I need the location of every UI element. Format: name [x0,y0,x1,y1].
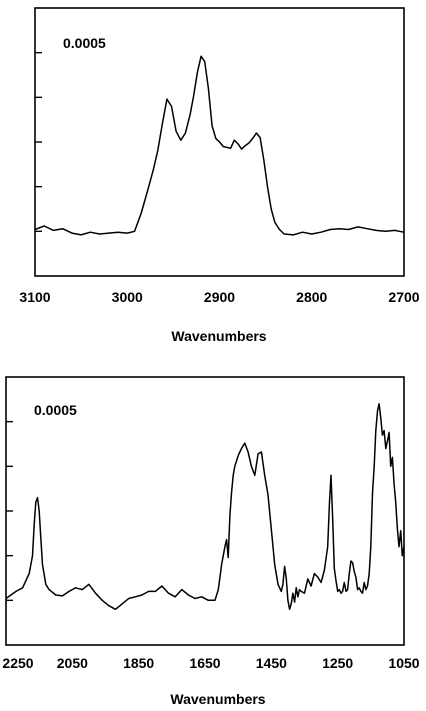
spectrum-line [34,55,405,236]
x-tick-label: 2250 [2,655,33,671]
x-tick-label: 3100 [19,289,50,305]
y-ticks [35,51,42,233]
spectrum-line [5,403,405,611]
x-tick-label: 2800 [296,289,327,305]
x-tick-label: 3000 [112,289,143,305]
y-ticks [6,420,13,602]
x-tick-label: 1650 [189,655,220,671]
scale-annotation: 0.0005 [63,35,106,51]
x-tick-label: 1450 [256,655,287,671]
chart-top: 0.0005 Wavenumbers 3100 3000 2900 2800 2700 [19,7,420,344]
scale-annotation: 0.0005 [34,402,77,418]
x-tick-labels: 3100 3000 2900 2800 2700 [19,289,419,305]
x-axis-title: Wavenumbers [170,691,265,707]
x-tick-label: 1050 [388,655,419,671]
x-tick-label: 1250 [322,655,353,671]
x-tick-label: 2700 [388,289,419,305]
x-tick-labels: 2250 2050 1850 1650 1450 1250 1050 [2,655,419,671]
x-axis-title: Wavenumbers [171,328,266,344]
chart-bottom: 0.0005 Wavenumbers 2250 2050 1850 1650 1450 1… [2,376,420,707]
x-tick-label: 2900 [204,289,235,305]
x-tick-label: 2050 [57,655,88,671]
x-tick-label: 1850 [123,655,154,671]
